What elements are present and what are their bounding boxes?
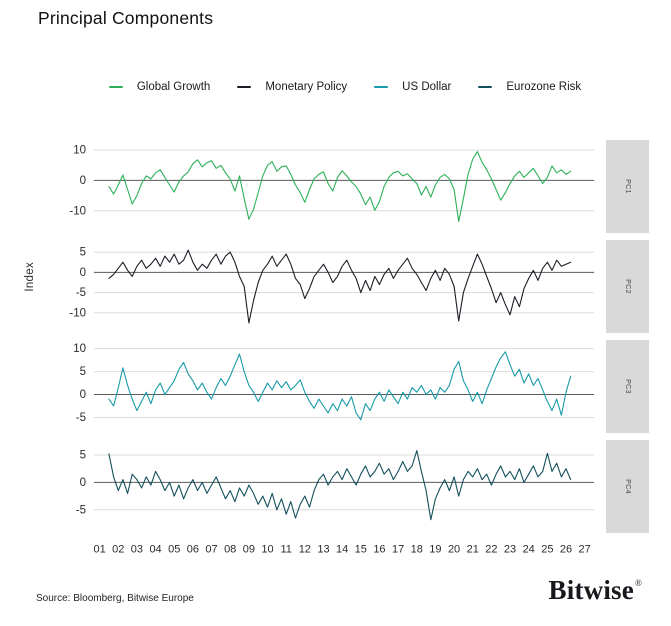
x-tick-label: 17	[392, 544, 404, 556]
y-tick-label: 10	[73, 343, 86, 355]
x-tick-label: 27	[579, 544, 591, 556]
y-tick-label: 0	[80, 267, 86, 279]
eurozone-risk-line	[108, 450, 572, 521]
facet-strip-label: PC4	[623, 479, 631, 494]
legend-dash-icon	[478, 86, 493, 88]
x-tick-label: 24	[523, 544, 535, 556]
x-tick-label: 08	[224, 544, 236, 556]
legend-item-pc1: Global Growth	[108, 81, 211, 93]
x-tick-label: 03	[131, 544, 143, 556]
panel-plot-pc3: 10 5 0 -5	[73, 343, 594, 424]
x-tick-label: 04	[149, 544, 161, 556]
x-tick-label: 23	[504, 544, 516, 556]
x-tick-label: 05	[168, 544, 180, 556]
panel-pc4: 5 0 -5 PC4	[48, 440, 649, 533]
y-tick-label: -10	[69, 205, 86, 217]
facet-strip-pc1: PC1	[606, 140, 649, 233]
y-tick-label: -5	[76, 412, 86, 424]
x-tick-label: 10	[261, 544, 273, 556]
x-tick-label: 25	[541, 544, 553, 556]
monetary-policy-line	[108, 249, 572, 324]
facet-strip-pc4: PC4	[606, 440, 649, 533]
facet-strip-label: PC1	[623, 179, 631, 194]
x-tick-label: 15	[355, 544, 367, 556]
facet-strip-pc3: PC3	[606, 340, 649, 433]
facet-strip-label: PC2	[623, 279, 631, 294]
brand-name: Bitwise	[548, 575, 634, 605]
panel-pc2: 5 0 -5 -10 PC2	[48, 240, 649, 333]
y-tick-label: 0	[80, 389, 86, 401]
x-tick-label: 26	[560, 544, 572, 556]
x-tick-label: 06	[187, 544, 199, 556]
x-tick-label: 13	[317, 544, 329, 556]
registered-mark-icon: ®	[634, 578, 642, 588]
x-tick-label: 02	[112, 544, 124, 556]
legend-label: Global Growth	[136, 81, 211, 93]
panel-plot-pc2: 5 0 -5 -10	[69, 247, 594, 324]
x-tick-label: 20	[448, 544, 460, 556]
x-tick-label: 16	[373, 544, 385, 556]
x-tick-label: 22	[485, 544, 497, 556]
source-text: Source: Bloomberg, Bitwise Europe	[36, 593, 194, 604]
y-tick-label: 0	[80, 477, 86, 489]
panel-plot-pc4: 5 0 -5	[76, 449, 594, 521]
x-tick-label: 19	[429, 544, 441, 556]
legend-item-pc4: Eurozone Risk	[478, 81, 581, 93]
x-tick-label: 11	[280, 544, 291, 556]
facet-strip-pc2: PC2	[606, 240, 649, 333]
panel-pc1: 10 0 -10 PC1	[48, 140, 649, 233]
panel-pc3: 10 5 0 -5 PC3	[48, 340, 649, 433]
legend-dash-icon	[374, 86, 389, 88]
legend-dash-icon	[108, 86, 123, 88]
x-tick-label: 07	[205, 544, 217, 556]
legend-dash-icon	[237, 86, 252, 88]
brand-logo: Bitwise®	[548, 575, 642, 606]
legend-item-pc2: Monetary Policy	[237, 81, 347, 93]
y-tick-label: 5	[80, 449, 86, 461]
y-tick-label: 5	[80, 247, 86, 259]
x-tick-label: 01	[93, 544, 105, 556]
x-tick-label: 12	[299, 544, 311, 556]
x-tick-label: 18	[411, 544, 423, 556]
legend-label: Eurozone Risk	[506, 81, 582, 93]
x-axis-tick-labels: 01 02 03 04 05 06 07 08 09 10 11 12 13 14 15 16 17 18 19 20…	[93, 544, 591, 556]
y-tick-label: 0	[80, 175, 86, 187]
y-axis-label: Index	[24, 262, 36, 292]
x-tick-label: 21	[467, 544, 479, 556]
legend-label: Monetary Policy	[265, 81, 348, 93]
x-tick-label: 09	[243, 544, 255, 556]
legend: Global Growth Monetary Policy US Dollar Eur…	[48, 81, 642, 93]
y-tick-label: -5	[76, 287, 86, 299]
legend-label: US Dollar	[402, 81, 452, 93]
x-tick-label: 14	[336, 544, 348, 556]
legend-item-pc3: US Dollar	[374, 81, 451, 93]
y-tick-label: 10	[73, 145, 86, 157]
global-growth-line	[108, 151, 572, 222]
facet-strip-label: PC3	[623, 379, 631, 394]
y-tick-label: -5	[76, 504, 86, 516]
us-dollar-line	[108, 351, 572, 421]
y-tick-label: -10	[69, 307, 86, 319]
panel-plot-pc1: 10 0 -10	[69, 145, 594, 222]
chart-area: 10 0 -10 PC1 5 0 -5 -10 PC2 10 5 0 -5 PC3 5 0 -5 PC4 01 02 0…	[48, 140, 649, 562]
chart-title: Principal Components	[38, 8, 214, 28]
y-tick-label: 5	[80, 366, 86, 378]
